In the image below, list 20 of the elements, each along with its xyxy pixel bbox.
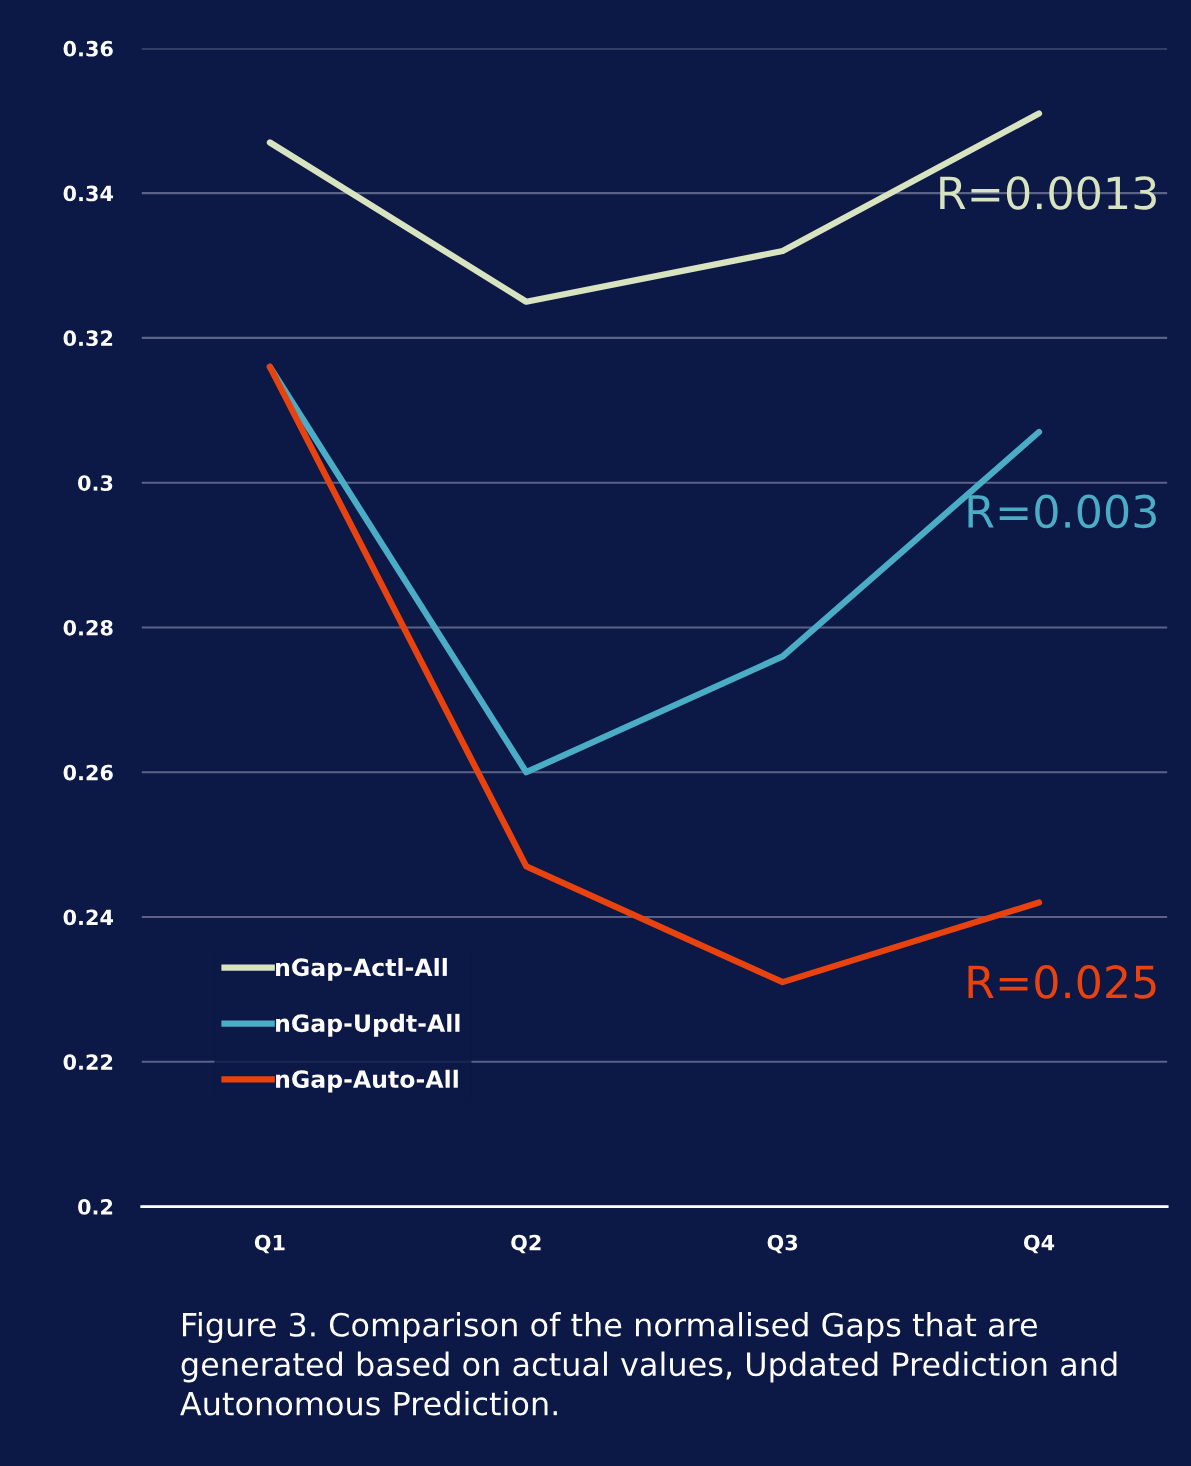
x-tick-label: Q4: [1023, 1234, 1055, 1254]
y-tick-label: 0.24: [63, 909, 113, 926]
y-tick-label: 0.28: [63, 619, 113, 636]
x-tick-label: Q1: [254, 1234, 285, 1254]
y-tick-label: 0.3: [78, 475, 113, 491]
annotation: R=0.0013: [940, 176, 1156, 210]
legend-label: nGap-Updt-All: [276, 1013, 460, 1037]
annotation: R=0.025: [968, 965, 1156, 999]
legend-label: nGap-Actl-All: [276, 957, 447, 981]
legend-label: nGap-Auto-All: [276, 1069, 458, 1093]
x-tick-label: Q3: [767, 1234, 798, 1254]
y-tick-label: 0.26: [63, 764, 113, 781]
y-tick-label: 0.34: [63, 185, 113, 202]
y-tick-label: 0.32: [63, 330, 113, 347]
caption: Figure 3. Comparison of the normalised Gaps that are generated based on actual values, Updated Prediction and Autonomous Prediction.: [180, 1312, 1117, 1416]
y-tick-label: 0.2: [78, 1198, 113, 1215]
y-tick-label: 0.36: [63, 40, 113, 57]
x-tick-label: Q2: [511, 1234, 541, 1254]
y-tick-label: 0.22: [63, 1054, 113, 1070]
annotation: R=0.003: [968, 494, 1156, 529]
